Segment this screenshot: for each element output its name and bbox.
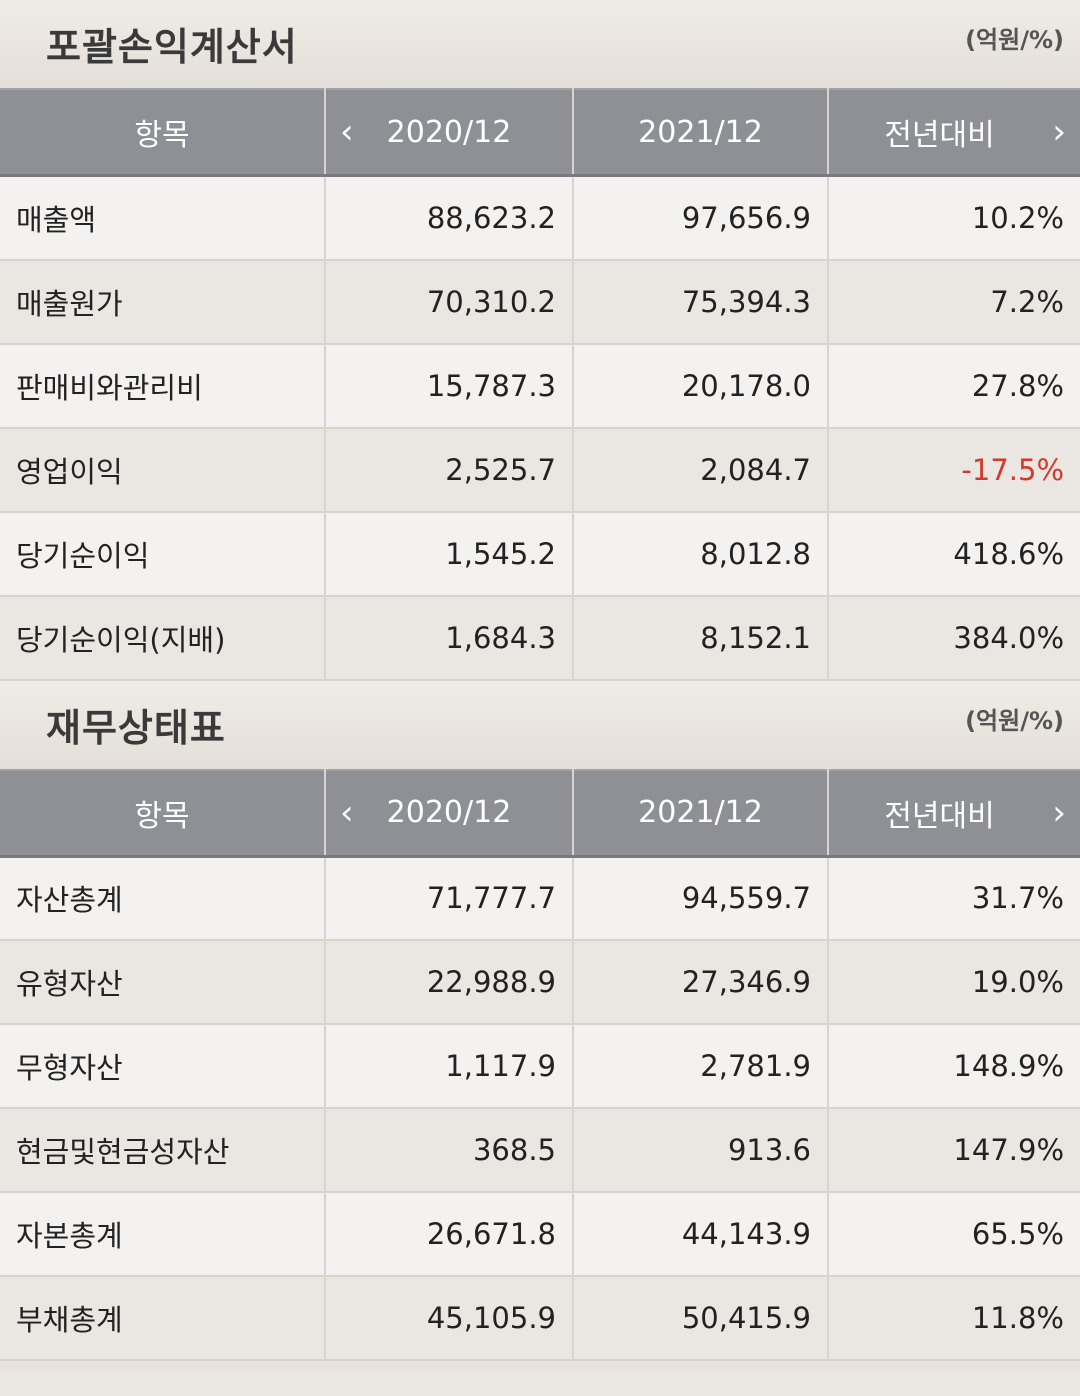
chevron-left-icon[interactable]: ‹ bbox=[340, 792, 354, 833]
table-row: 유형자산 22,988.9 27,346.9 19.0% bbox=[0, 940, 1080, 1025]
row-label: 부채총계 bbox=[0, 1276, 326, 1361]
value-yoy: 7.2% bbox=[828, 259, 1080, 345]
table-row: 매출액 88,623.2 97,656.9 10.2% bbox=[0, 175, 1080, 261]
row-label: 무형자산 bbox=[0, 1024, 326, 1109]
row-label: 당기순이익(지배) bbox=[0, 595, 326, 681]
value-2020: 1,545.2 bbox=[325, 511, 574, 597]
value-yoy: 19.0% bbox=[828, 940, 1080, 1025]
row-label: 판매비와관리비 bbox=[0, 343, 326, 429]
header-2021: 2021/12 bbox=[573, 768, 829, 858]
balance-header-row: 항목 ‹ 2020/12 2021/12 전년대비 › bbox=[0, 768, 1080, 858]
value-2020: 2,525.7 bbox=[325, 427, 574, 513]
header-yoy: 전년대비 › bbox=[828, 768, 1080, 858]
value-2021: 94,559.7 bbox=[573, 856, 829, 941]
table-row: 무형자산 1,117.9 2,781.9 148.9% bbox=[0, 1024, 1080, 1109]
table-row: 부채총계 45,105.9 50,415.9 11.8% bbox=[0, 1276, 1080, 1361]
income-header-row: 항목 ‹ 2020/12 2021/12 전년대비 › bbox=[0, 88, 1080, 177]
row-label: 유형자산 bbox=[0, 940, 326, 1025]
value-yoy: 11.8% bbox=[828, 1276, 1080, 1361]
value-yoy: 384.0% bbox=[828, 595, 1080, 681]
value-yoy: 31.7% bbox=[828, 856, 1080, 941]
value-2020: 1,117.9 bbox=[325, 1024, 574, 1109]
chevron-right-icon[interactable]: › bbox=[1052, 792, 1066, 833]
value-yoy: 147.9% bbox=[828, 1108, 1080, 1193]
value-2021: 8,012.8 bbox=[573, 511, 829, 597]
value-2021: 44,143.9 bbox=[573, 1192, 829, 1277]
value-yoy: 10.2% bbox=[828, 175, 1080, 261]
value-2020: 22,988.9 bbox=[325, 940, 574, 1025]
table-row: 현금및현금성자산 368.5 913.6 147.9% bbox=[0, 1108, 1080, 1193]
row-label: 매출원가 bbox=[0, 259, 326, 345]
table-row: 판매비와관리비 15,787.3 20,178.0 27.8% bbox=[0, 343, 1080, 429]
value-2020: 88,623.2 bbox=[325, 175, 574, 261]
balance-unit-label: (억원/%) bbox=[965, 706, 1064, 735]
income-section-header: 포괄손익계산서 (억원/%) bbox=[0, 0, 1080, 88]
income-unit-label: (억원/%) bbox=[965, 26, 1064, 54]
income-section-title: 포괄손익계산서 bbox=[46, 25, 298, 69]
table-row: 자산총계 71,777.7 94,559.7 31.7% bbox=[0, 856, 1080, 941]
row-label: 매출액 bbox=[0, 175, 326, 261]
value-2021: 913.6 bbox=[573, 1108, 829, 1193]
row-label: 자산총계 bbox=[0, 856, 326, 941]
row-label: 영업이익 bbox=[0, 427, 326, 513]
value-2021: 27,346.9 bbox=[573, 940, 829, 1025]
value-yoy: 27.8% bbox=[828, 343, 1080, 429]
balance-section-header: 재무상태표 (억원/%) bbox=[0, 680, 1080, 769]
header-item: 항목 bbox=[0, 768, 326, 858]
value-2020: 70,310.2 bbox=[325, 259, 574, 345]
value-2021: 75,394.3 bbox=[573, 259, 829, 345]
balance-table: 항목 ‹ 2020/12 2021/12 전년대비 › 자산총계 71,777.7… bbox=[0, 768, 1080, 1361]
value-yoy: -17.5% bbox=[828, 427, 1080, 513]
value-2020: 71,777.7 bbox=[325, 856, 574, 941]
table-row: 당기순이익(지배) 1,684.3 8,152.1 384.0% bbox=[0, 595, 1080, 681]
row-label: 자본총계 bbox=[0, 1192, 326, 1277]
income-table: 항목 ‹ 2020/12 2021/12 전년대비 › 매출액 88,623.2 9… bbox=[0, 88, 1080, 681]
bottom-strip bbox=[0, 1361, 1080, 1371]
chevron-right-icon[interactable]: › bbox=[1052, 112, 1066, 152]
value-2021: 2,084.7 bbox=[573, 427, 829, 513]
row-label: 당기순이익 bbox=[0, 511, 326, 597]
value-2021: 8,152.1 bbox=[573, 595, 829, 681]
table-row: 매출원가 70,310.2 75,394.3 7.2% bbox=[0, 259, 1080, 345]
value-2021: 20,178.0 bbox=[573, 343, 829, 429]
header-yoy: 전년대비 › bbox=[828, 88, 1080, 177]
table-row: 당기순이익 1,545.2 8,012.8 418.6% bbox=[0, 511, 1080, 597]
value-yoy: 418.6% bbox=[828, 511, 1080, 597]
row-label: 현금및현금성자산 bbox=[0, 1108, 326, 1193]
header-2021: 2021/12 bbox=[573, 88, 829, 177]
value-2020: 15,787.3 bbox=[325, 343, 574, 429]
value-2020: 1,684.3 bbox=[325, 595, 574, 681]
value-2020: 26,671.8 bbox=[325, 1192, 574, 1277]
value-2020: 45,105.9 bbox=[325, 1276, 574, 1361]
value-2021: 97,656.9 bbox=[573, 175, 829, 261]
header-2020: ‹ 2020/12 bbox=[325, 768, 574, 858]
chevron-left-icon[interactable]: ‹ bbox=[340, 112, 354, 152]
header-item: 항목 bbox=[0, 88, 326, 177]
value-2021: 2,781.9 bbox=[573, 1024, 829, 1109]
value-2020: 368.5 bbox=[325, 1108, 574, 1193]
value-yoy: 65.5% bbox=[828, 1192, 1080, 1277]
balance-section-title: 재무상태표 bbox=[46, 705, 226, 750]
header-2020: ‹ 2020/12 bbox=[325, 88, 574, 177]
value-2021: 50,415.9 bbox=[573, 1276, 829, 1361]
table-row: 영업이익 2,525.7 2,084.7 -17.5% bbox=[0, 427, 1080, 513]
value-yoy: 148.9% bbox=[828, 1024, 1080, 1109]
table-row: 자본총계 26,671.8 44,143.9 65.5% bbox=[0, 1192, 1080, 1277]
